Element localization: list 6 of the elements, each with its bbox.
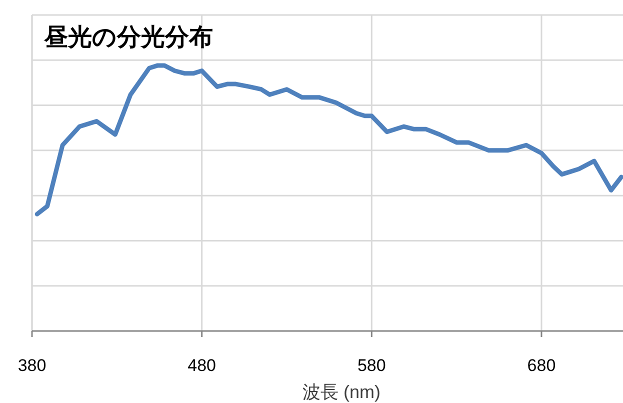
chart-title: 昼光の分光分布 — [43, 24, 213, 51]
x-axis-title: 波長 (nm) — [302, 382, 380, 402]
x-tick-label: 680 — [527, 356, 556, 375]
x-tick-label: 580 — [357, 356, 386, 375]
x-tick-label: 380 — [18, 356, 46, 375]
x-tick-label: 480 — [188, 356, 216, 375]
